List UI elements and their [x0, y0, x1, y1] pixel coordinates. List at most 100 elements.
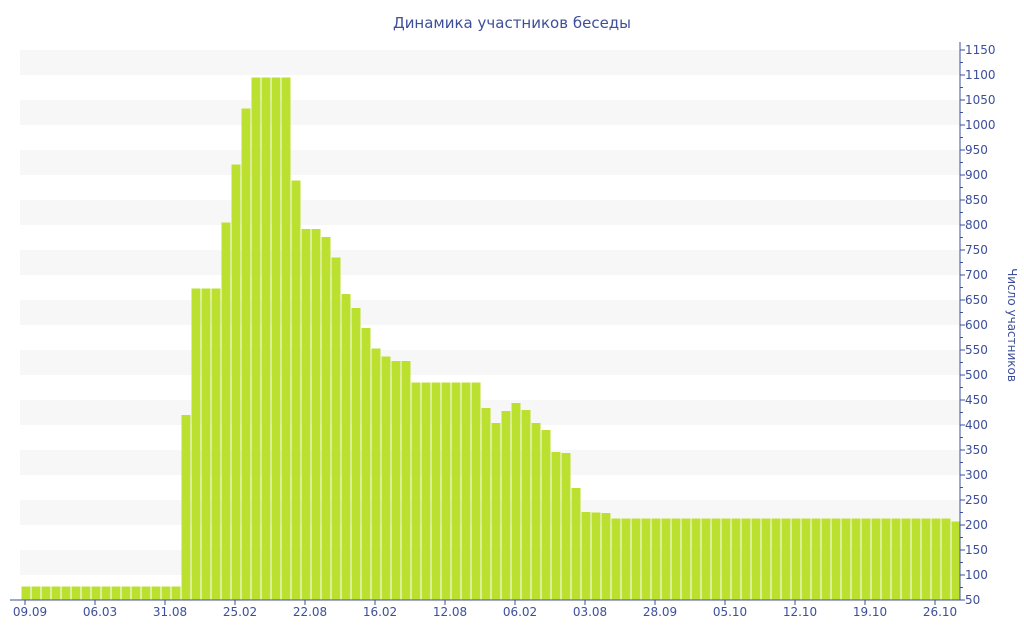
y-tick-label: 700 [965, 268, 988, 282]
grid-band [20, 50, 960, 75]
bar [581, 512, 591, 600]
bar [931, 518, 941, 600]
bar [731, 518, 741, 600]
bar [641, 518, 651, 600]
y-tick-label: 650 [965, 293, 988, 307]
bar [801, 518, 811, 600]
bar [521, 410, 531, 600]
x-tick-label: 26.10 [923, 605, 957, 619]
y-tick-label: 500 [965, 368, 988, 382]
x-tick-label: 25.02 [223, 605, 257, 619]
bar [501, 411, 511, 600]
y-tick-label: 450 [965, 393, 988, 407]
bar [71, 586, 81, 600]
grid-band [20, 200, 960, 225]
bar [611, 518, 621, 600]
bar [571, 488, 581, 600]
bar [191, 288, 201, 600]
bar [61, 586, 71, 600]
bar [601, 513, 611, 600]
bar [101, 586, 111, 600]
bar [331, 257, 341, 600]
x-tick-label: 05.10 [713, 605, 747, 619]
bar [31, 586, 41, 600]
y-tick-label: 900 [965, 168, 988, 182]
bar [511, 403, 521, 600]
bar [631, 518, 641, 600]
bar [881, 518, 891, 600]
bar [291, 180, 301, 600]
y-tick-label: 100 [965, 568, 988, 582]
bar [851, 518, 861, 600]
bar [721, 518, 731, 600]
y-axis-label: Число участников [1005, 268, 1019, 382]
x-tick-label: 12.10 [783, 605, 817, 619]
bar [541, 430, 551, 600]
bar [371, 348, 381, 600]
bar [781, 518, 791, 600]
bar [361, 328, 371, 600]
bar [551, 452, 561, 600]
y-tick-label: 250 [965, 493, 988, 507]
y-tick-label: 50 [965, 593, 980, 607]
bar [691, 518, 701, 600]
x-tick-label: 09.09 [13, 605, 47, 619]
bar [161, 586, 171, 600]
x-tick-label: 28.09 [643, 605, 677, 619]
bar [421, 382, 431, 600]
bar [121, 586, 131, 600]
bar [151, 586, 161, 600]
bar [861, 518, 871, 600]
y-tick-label: 1050 [965, 93, 996, 107]
bar [681, 518, 691, 600]
bar [621, 518, 631, 600]
grid-band [20, 350, 960, 375]
chart-title: Динамика участников беседы [393, 14, 631, 32]
bar [661, 518, 671, 600]
bar [41, 586, 51, 600]
bar [171, 586, 181, 600]
bar [901, 518, 911, 600]
grid-band [20, 300, 960, 325]
x-tick-label: 22.08 [293, 605, 327, 619]
bar [111, 586, 121, 600]
bar [181, 415, 191, 600]
bar [791, 518, 801, 600]
y-tick-label: 550 [965, 343, 988, 357]
bar [311, 229, 321, 600]
bar [841, 518, 851, 600]
bar [301, 229, 311, 600]
bars [21, 77, 961, 600]
bar [351, 308, 361, 600]
bar [911, 518, 921, 600]
bar [481, 408, 491, 600]
bar [701, 518, 711, 600]
bar [811, 518, 821, 600]
y-tick-label: 750 [965, 243, 988, 257]
bar [941, 518, 951, 600]
y-tick-label: 1100 [965, 68, 996, 82]
bar [751, 518, 761, 600]
bar [651, 518, 661, 600]
y-tick-label: 150 [965, 543, 988, 557]
y-tick-label: 400 [965, 418, 988, 432]
bar [21, 586, 31, 600]
grid-band [20, 250, 960, 275]
bar [261, 77, 271, 600]
bar [381, 356, 391, 600]
bar [711, 518, 721, 600]
y-axis: 50 100 150 200 250 300 350 400 450 500 550 600 650 70… [959, 42, 996, 607]
bar [231, 164, 241, 600]
x-tick-label: 06.02 [503, 605, 537, 619]
y-tick-label: 950 [965, 143, 988, 157]
y-tick-label: 800 [965, 218, 988, 232]
bar [321, 237, 331, 600]
y-tick-label: 300 [965, 468, 988, 482]
y-tick-label: 600 [965, 318, 988, 332]
x-tick-label: 31.08 [153, 605, 187, 619]
bar [251, 77, 261, 600]
bar [951, 521, 961, 600]
bar [241, 108, 251, 600]
x-tick-label: 06.03 [83, 605, 117, 619]
x-tick-label: 19.10 [853, 605, 887, 619]
